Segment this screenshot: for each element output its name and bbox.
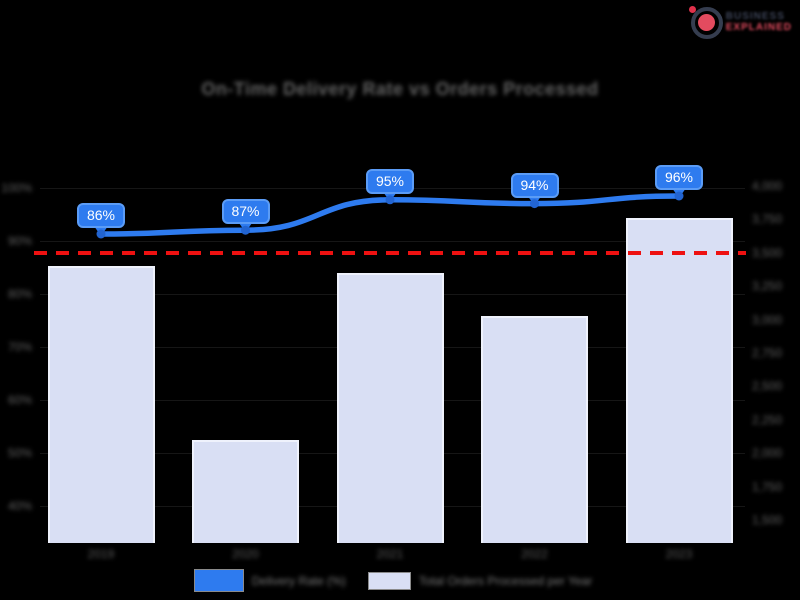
bar-2022 [481, 315, 588, 543]
left-axis-tick: 50% [7, 446, 32, 460]
brand-logo-icon [688, 5, 723, 39]
logo-line1: BUSINESS [725, 10, 785, 22]
legend-line-swatch [193, 569, 244, 592]
right-axis-tick: 2,750 [752, 346, 783, 360]
logo-dot-icon [688, 6, 696, 13]
line-point-marker [530, 199, 539, 209]
x-axis-label: 2020 [232, 547, 259, 561]
brand-logo: BUSINESS EXPLAINED [688, 5, 792, 39]
right-axis-tick: 1,500 [752, 513, 783, 527]
gridline [40, 241, 745, 242]
left-axis-tick: 40% [7, 499, 32, 513]
x-axis-label: 2022 [521, 547, 548, 561]
left-axis-tick: 80% [7, 287, 32, 301]
x-axis-label: 2023 [665, 547, 693, 561]
data-label-87%: 87% [221, 199, 270, 225]
bar-2021 [336, 272, 444, 543]
right-axis-tick: 3,250 [752, 279, 783, 294]
line-point-marker [385, 195, 395, 205]
chart-title: On-Time Delivery Rate vs Orders Processe… [201, 79, 599, 99]
logo-line2: EXPLAINED [725, 21, 792, 33]
logo-ring-icon [690, 7, 723, 39]
right-axis-tick: 3,750 [752, 212, 783, 227]
target-threshold-line [34, 251, 746, 255]
bar-2020 [192, 439, 299, 543]
line-point-marker [674, 191, 684, 201]
brand-logo-text: BUSINESS EXPLAINED [726, 11, 792, 33]
data-label-96%: 96% [655, 165, 703, 190]
right-axis-tick: 3,000 [752, 312, 783, 327]
bar-2023 [625, 218, 733, 543]
line-point-marker [241, 225, 250, 235]
right-axis-tick: 2,500 [752, 379, 783, 394]
right-axis-tick: 2,000 [752, 446, 783, 461]
left-axis-tick: 90% [7, 234, 32, 248]
legend-bar-label: Total Orders Processed per Year [418, 573, 593, 588]
data-label-94%: 94% [510, 172, 559, 198]
legend: Delivery Rate (%) Total Orders Processed… [0, 569, 800, 592]
right-axis-tick: 2,250 [752, 412, 783, 427]
right-axis-tick: 3,500 [752, 245, 783, 260]
left-axis-tick: 60% [7, 393, 32, 407]
right-axis-tick: 4,000 [752, 179, 783, 193]
right-axis-tick: 1,750 [752, 479, 783, 494]
x-axis-label: 2019 [87, 547, 115, 561]
legend-bar-swatch [367, 571, 411, 590]
x-axis-label: 2021 [376, 547, 404, 561]
logo-core-icon [697, 14, 715, 31]
bar-2019 [47, 266, 155, 543]
left-axis-tick: 100% [1, 181, 32, 195]
line-point-marker [96, 229, 106, 239]
data-label-95%: 95% [366, 168, 414, 194]
legend-line-label: Delivery Rate (%) [251, 573, 346, 588]
left-axis-tick: 70% [7, 340, 32, 354]
data-label-86%: 86% [77, 203, 125, 228]
